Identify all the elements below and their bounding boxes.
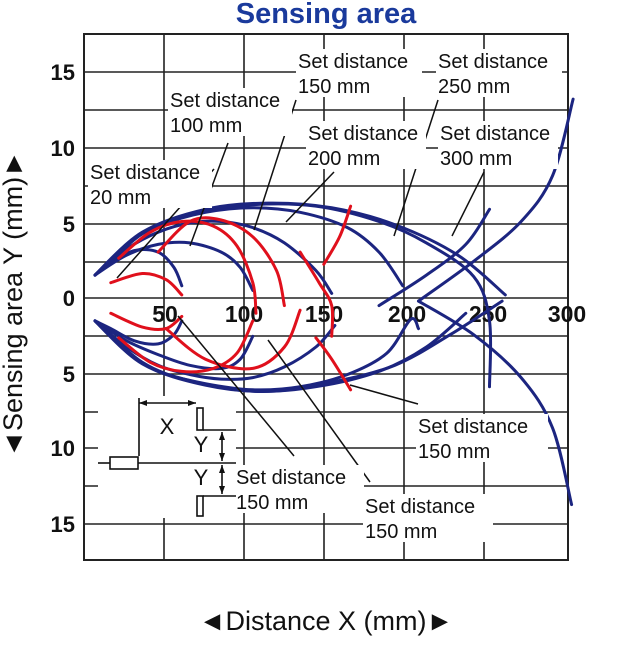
curve-outer-2-lower bbox=[93, 319, 337, 381]
target-lower bbox=[196, 495, 204, 517]
arrow-x-left bbox=[139, 400, 147, 406]
annotation-leader bbox=[267, 339, 371, 483]
annotation-bg bbox=[234, 465, 364, 513]
sensor-diagram: X Y Y bbox=[98, 396, 236, 518]
arrow-x-right bbox=[188, 400, 196, 406]
curve-inner-9-lower bbox=[109, 311, 184, 332]
curve-inner-11-upper bbox=[156, 216, 286, 308]
annotation-bg bbox=[438, 121, 558, 169]
curve-inner-11-lower bbox=[164, 308, 302, 371]
annotation-text: 250 mm bbox=[438, 76, 510, 98]
plot-frame bbox=[83, 33, 569, 561]
y-tick-labels-lower: 5 10 15 bbox=[51, 362, 75, 537]
annotation-text: Set distance bbox=[90, 162, 200, 184]
curve-outer-3-lower bbox=[93, 317, 420, 392]
annotation-text: Set distance bbox=[236, 467, 346, 489]
annotation-text: 150 mm bbox=[365, 521, 437, 543]
annotation-text: 20 mm bbox=[90, 187, 151, 209]
curve-outer-6-segment bbox=[377, 207, 491, 308]
annotation-text: 150 mm bbox=[236, 492, 308, 514]
y-tick-labels-upper: 15 10 5 0 bbox=[51, 60, 75, 311]
curve-outer-7-segment bbox=[417, 97, 575, 303]
annotation-leader bbox=[349, 384, 419, 405]
curve-outer-5-lower bbox=[93, 299, 504, 393]
annotation-bg bbox=[296, 49, 422, 97]
annotation-text: 100 mm bbox=[170, 115, 242, 137]
annotation-text: Set distance bbox=[298, 51, 408, 73]
curve-outer-5-upper bbox=[93, 201, 507, 297]
annotation-text: 150 mm bbox=[298, 76, 370, 98]
inset-x-label: X bbox=[160, 414, 175, 439]
target-upper bbox=[196, 407, 204, 431]
annotation-bg bbox=[363, 494, 493, 542]
curve-inner-10-lower bbox=[117, 319, 255, 374]
x-tick-labels: 50 100 150 200 250 300 bbox=[152, 301, 586, 327]
inset-y-label-lower: Y bbox=[194, 465, 209, 490]
annotation-text: Set distance bbox=[440, 123, 550, 145]
curve-outer-1-upper bbox=[93, 240, 255, 292]
curve-outer-2-upper bbox=[93, 219, 334, 295]
annotation-bg bbox=[306, 121, 426, 169]
y-tick-label: 5 bbox=[63, 212, 75, 237]
curve-inner-9-upper bbox=[109, 271, 184, 297]
annotation-bg bbox=[436, 49, 562, 97]
annotations: Set distance 20 mm Set distance 100 mm Set d… bbox=[88, 49, 562, 543]
x-tick-label: 150 bbox=[305, 301, 343, 327]
curve-outer-0-lower bbox=[93, 319, 184, 346]
annotation-text: 300 mm bbox=[440, 148, 512, 170]
curve-inner-10-upper bbox=[117, 219, 258, 315]
x-tick-label: 300 bbox=[548, 301, 586, 327]
y-axis-label: ◄Sensing area Y (mm)► bbox=[0, 150, 28, 458]
y-tick-label: 10 bbox=[51, 436, 75, 461]
annotation-leader bbox=[285, 171, 335, 223]
annotation-bg bbox=[88, 160, 212, 208]
annotation-text: Set distance bbox=[418, 416, 528, 438]
annotation-text: 150 mm bbox=[418, 441, 490, 463]
curve-outer-8-segment bbox=[417, 299, 574, 507]
inset-y-label-upper: Y bbox=[194, 432, 209, 457]
y-tick-label: 15 bbox=[51, 512, 75, 537]
x-tick-label: 100 bbox=[225, 301, 263, 327]
annotation-text: Set distance bbox=[365, 496, 475, 518]
annotation-bg bbox=[416, 414, 548, 462]
y-tick-label: 10 bbox=[51, 136, 75, 161]
annotation-leader bbox=[177, 315, 295, 457]
annotation-text: Set distance bbox=[308, 123, 418, 145]
chart-title: Sensing area bbox=[236, 0, 417, 30]
curve-inner-12-segment bbox=[322, 204, 353, 266]
y-tick-label: 15 bbox=[51, 60, 75, 85]
annotation-leaders bbox=[116, 99, 485, 483]
annotation-bg bbox=[168, 88, 292, 136]
x-axis-label: ◄Distance X (mm)► bbox=[199, 606, 453, 636]
curve-outer-1-lower bbox=[93, 319, 255, 371]
curve-inner-14-segment bbox=[298, 250, 335, 338]
annotation-text: Set distance bbox=[438, 51, 548, 73]
y-tick-label: 0 bbox=[63, 286, 75, 311]
annotation-text: 200 mm bbox=[308, 148, 380, 170]
annotation-leader bbox=[451, 171, 485, 237]
curve-inner-13-segment bbox=[314, 336, 353, 392]
annotation-text: Set distance bbox=[170, 90, 280, 112]
y-tick-label: 5 bbox=[63, 362, 75, 387]
